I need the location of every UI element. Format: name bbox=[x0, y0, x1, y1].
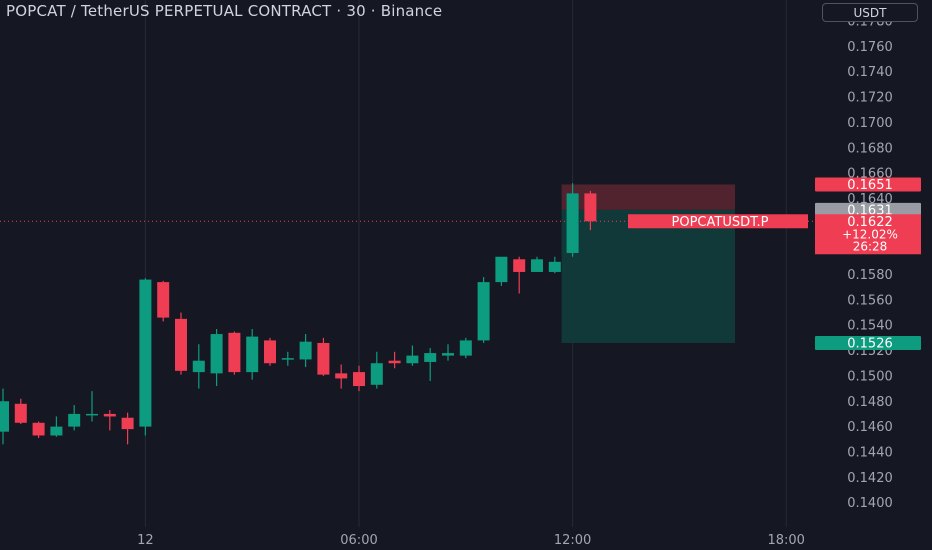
price-label-text: 0.1651 bbox=[847, 178, 893, 193]
candle-down bbox=[103, 413, 116, 417]
candle-up bbox=[246, 336, 259, 373]
candle-up bbox=[50, 426, 63, 436]
candle-down bbox=[353, 372, 365, 387]
symbol-label bbox=[628, 214, 808, 229]
y-tick-label: 0.1480 bbox=[847, 395, 893, 410]
y-tick-label: 0.1700 bbox=[847, 116, 893, 131]
y-tick-label: 0.1740 bbox=[847, 65, 893, 80]
y-tick-label: 0.1500 bbox=[847, 369, 893, 384]
last-price-box bbox=[815, 214, 921, 255]
candle-up bbox=[548, 261, 561, 272]
candle-up bbox=[531, 259, 543, 272]
candle-up bbox=[424, 353, 437, 362]
candle-down bbox=[335, 373, 348, 379]
y-tick-label: 0.1460 bbox=[847, 420, 893, 435]
bar-countdown: 26:28 bbox=[853, 239, 888, 253]
y-tick-label: 0.1400 bbox=[847, 496, 893, 511]
candle-up bbox=[299, 341, 312, 360]
price-label-up bbox=[815, 335, 921, 350]
last-price-value: 0.1622 bbox=[847, 215, 893, 230]
chart-title: POPCAT / TetherUS PERPETUAL CONTRACT · 3… bbox=[6, 2, 443, 20]
candle-up bbox=[210, 334, 223, 374]
candle-up bbox=[370, 363, 383, 385]
price-label-neutral bbox=[815, 202, 921, 217]
y-tick-label: 0.1440 bbox=[847, 445, 893, 460]
candle-up bbox=[281, 358, 294, 360]
candle-down bbox=[121, 417, 134, 430]
candle-up bbox=[86, 413, 98, 416]
price-label-text: 0.1526 bbox=[847, 336, 893, 351]
last-price-change: +12.02% bbox=[842, 227, 898, 241]
candle-up bbox=[139, 279, 152, 427]
x-tick-label: 12 bbox=[137, 533, 154, 548]
candle-up bbox=[477, 282, 490, 341]
candle-down bbox=[32, 422, 45, 436]
candle-down bbox=[264, 340, 276, 364]
candle-down bbox=[388, 360, 401, 364]
candle-up bbox=[406, 355, 419, 364]
x-tick-label: 12:00 bbox=[554, 533, 591, 548]
candle-down bbox=[584, 193, 597, 222]
y-tick-label: 0.1680 bbox=[847, 141, 893, 156]
x-tick-label: 18:00 bbox=[767, 533, 804, 548]
candle-up bbox=[0, 401, 9, 432]
candle-down bbox=[157, 282, 170, 318]
x-tick-label: 06:00 bbox=[340, 533, 377, 548]
candle-down bbox=[513, 259, 526, 272]
take-profit-zone bbox=[561, 209, 735, 343]
price-label-down bbox=[815, 177, 921, 192]
candle-up bbox=[495, 256, 508, 283]
y-tick-label: 0.1580 bbox=[847, 268, 893, 283]
candle-down bbox=[228, 332, 241, 373]
candle-up bbox=[442, 353, 454, 356]
y-tick-label: 0.1560 bbox=[847, 293, 893, 308]
candle-up bbox=[68, 413, 81, 427]
y-tick-label: 0.1720 bbox=[847, 91, 893, 106]
candle-up bbox=[566, 193, 579, 253]
y-tick-label: 0.1420 bbox=[847, 471, 893, 486]
y-tick-label: 0.1540 bbox=[847, 319, 893, 334]
currency-button[interactable]: USDT bbox=[822, 3, 918, 22]
candle-down bbox=[317, 342, 330, 375]
symbol-label-text: POPCATUSDT.P bbox=[672, 215, 769, 230]
candle-up bbox=[459, 340, 472, 356]
y-tick-label: 0.1760 bbox=[847, 40, 893, 55]
candle-up bbox=[192, 360, 205, 373]
candle-down bbox=[175, 318, 187, 371]
candle-down bbox=[14, 403, 27, 423]
